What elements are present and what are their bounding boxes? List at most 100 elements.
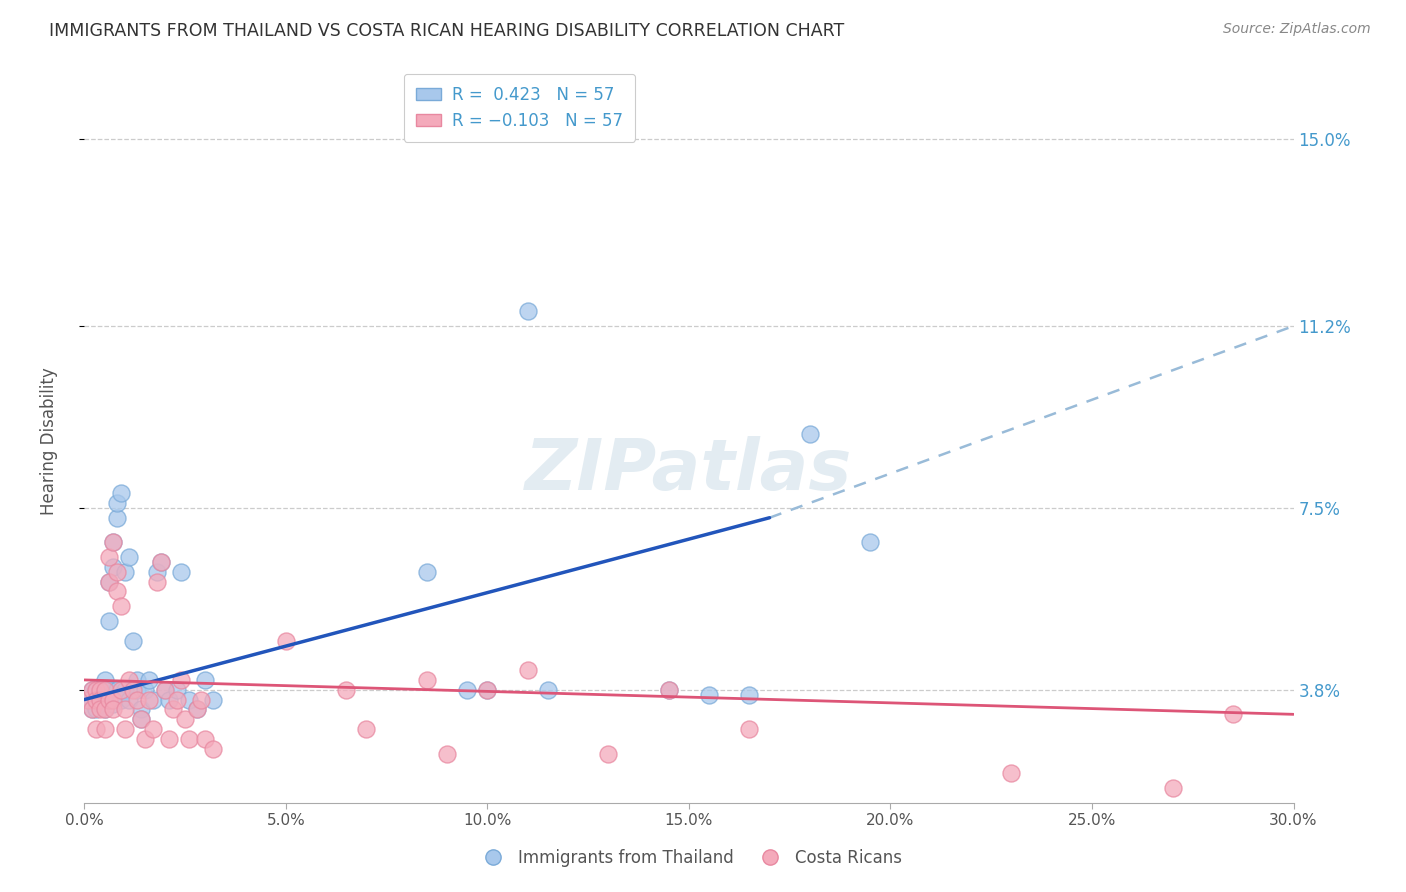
Point — [125, 682, 148, 697]
Point — [105, 584, 128, 599]
Point — [97, 692, 120, 706]
Point — [114, 565, 136, 579]
Point — [202, 692, 225, 706]
Point — [93, 722, 115, 736]
Point — [82, 682, 104, 697]
Point — [274, 633, 297, 648]
Point — [105, 510, 128, 524]
Point — [356, 722, 378, 736]
Point — [93, 673, 115, 687]
Point — [129, 712, 152, 726]
Point — [121, 682, 143, 697]
Point — [82, 682, 104, 697]
Point — [118, 692, 141, 706]
Point — [93, 682, 115, 697]
Point — [174, 712, 197, 726]
Point — [118, 673, 141, 687]
Point — [170, 673, 193, 687]
Point — [335, 682, 357, 697]
Point — [114, 702, 136, 716]
Point — [194, 673, 217, 687]
Point — [105, 682, 128, 697]
Point — [101, 535, 124, 549]
Point — [129, 702, 152, 716]
Point — [101, 692, 124, 706]
Point — [179, 692, 201, 706]
Point — [859, 535, 882, 549]
Point — [125, 673, 148, 687]
Point — [149, 555, 172, 569]
Point — [89, 702, 111, 716]
Point — [86, 702, 108, 716]
Point — [134, 731, 156, 746]
Point — [186, 702, 208, 716]
Point — [170, 565, 193, 579]
Point — [97, 549, 120, 564]
Point — [101, 698, 124, 712]
Point — [93, 692, 115, 706]
Y-axis label: Hearing Disability: Hearing Disability — [39, 368, 58, 516]
Point — [93, 682, 115, 697]
Point — [477, 682, 499, 697]
Point — [1161, 780, 1184, 795]
Point — [118, 549, 141, 564]
Point — [110, 682, 132, 697]
Point — [142, 722, 165, 736]
Text: ZIPatlas: ZIPatlas — [526, 436, 852, 505]
Point — [89, 682, 111, 697]
Point — [125, 692, 148, 706]
Point — [658, 682, 681, 697]
Point — [516, 304, 538, 318]
Point — [101, 560, 124, 574]
Point — [86, 722, 108, 736]
Point — [105, 496, 128, 510]
Point — [97, 574, 120, 589]
Point — [77, 692, 100, 706]
Point — [194, 731, 217, 746]
Point — [97, 682, 120, 697]
Point — [516, 663, 538, 677]
Point — [89, 682, 111, 697]
Point — [153, 682, 176, 697]
Point — [190, 692, 212, 706]
Point — [416, 673, 439, 687]
Point — [86, 682, 108, 697]
Point — [166, 682, 188, 697]
Point — [416, 565, 439, 579]
Point — [537, 682, 560, 697]
Point — [114, 722, 136, 736]
Point — [1000, 766, 1022, 780]
Point — [93, 702, 115, 716]
Point — [82, 702, 104, 716]
Point — [97, 692, 120, 706]
Point — [101, 535, 124, 549]
Point — [146, 574, 169, 589]
Point — [598, 747, 620, 761]
Point — [110, 486, 132, 500]
Point — [93, 702, 115, 716]
Point — [157, 692, 180, 706]
Point — [110, 599, 132, 614]
Point — [101, 702, 124, 716]
Point — [86, 692, 108, 706]
Point — [162, 702, 184, 716]
Point — [138, 692, 160, 706]
Point — [153, 682, 176, 697]
Point — [166, 692, 188, 706]
Point — [134, 682, 156, 697]
Point — [89, 692, 111, 706]
Point — [97, 614, 120, 628]
Point — [186, 702, 208, 716]
Point — [86, 682, 108, 697]
Point — [105, 565, 128, 579]
Point — [436, 747, 458, 761]
Point — [138, 673, 160, 687]
Text: IMMIGRANTS FROM THAILAND VS COSTA RICAN HEARING DISABILITY CORRELATION CHART: IMMIGRANTS FROM THAILAND VS COSTA RICAN … — [49, 22, 845, 40]
Point — [738, 688, 761, 702]
Point — [86, 692, 108, 706]
Point — [82, 702, 104, 716]
Point — [658, 682, 681, 697]
Point — [110, 692, 132, 706]
Point — [1222, 707, 1244, 722]
Point — [89, 692, 111, 706]
